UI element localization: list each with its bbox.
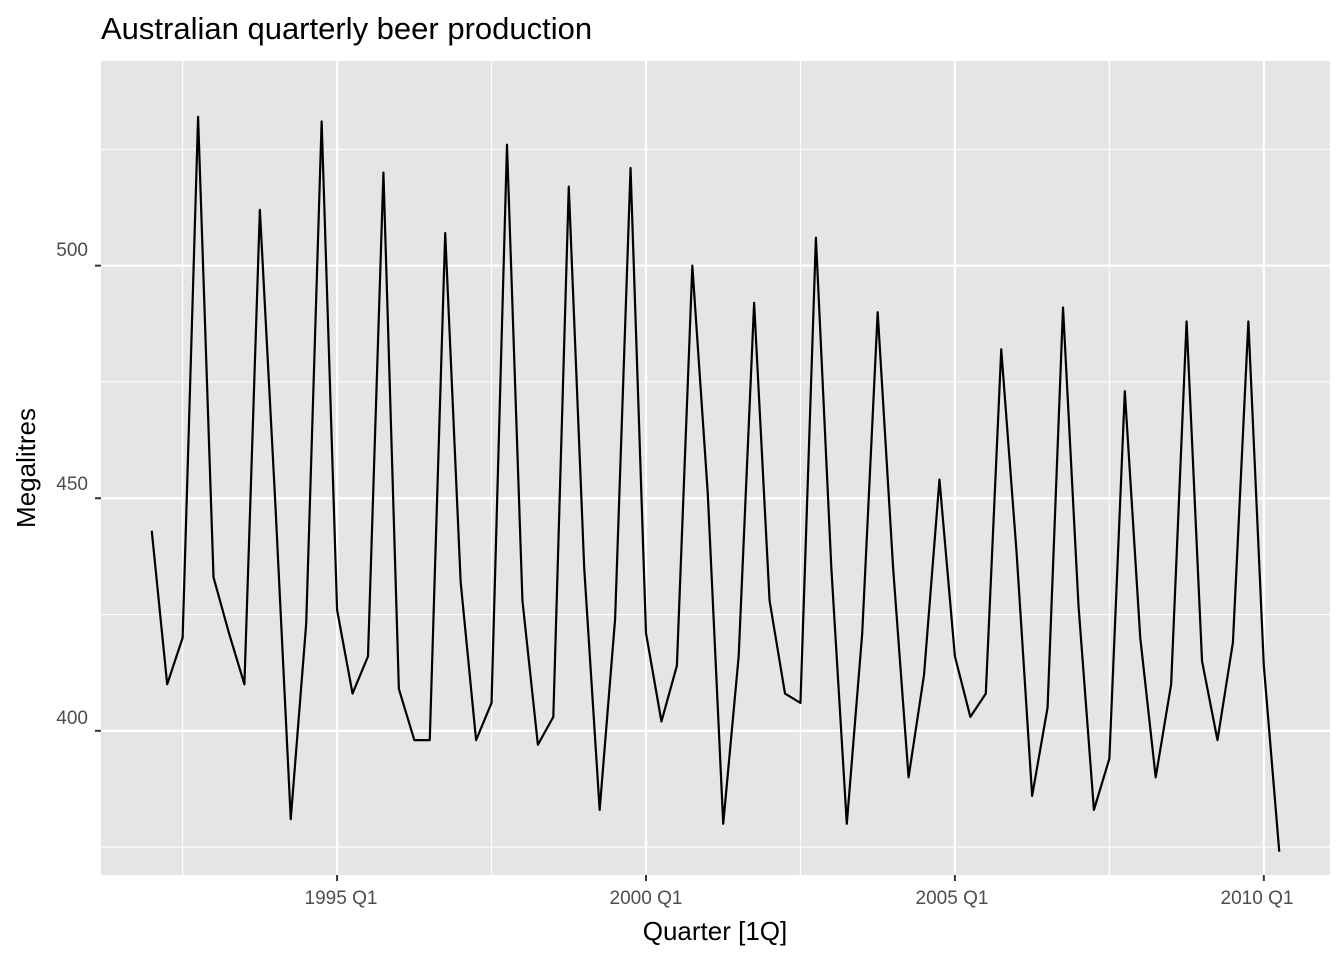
- x-tick-label: 2000 Q1: [610, 888, 683, 909]
- x-tick-label: 2005 Q1: [916, 888, 989, 909]
- y-axis: 400 450 500: [56, 240, 88, 729]
- x-axis-title: Quarter [1Q]: [643, 916, 788, 946]
- x-axis: 1995 Q1 2000 Q1 2005 Q1 2010 Q1: [305, 888, 1294, 909]
- x-tick-label: 1995 Q1: [305, 888, 378, 909]
- x-tick-label: 2010 Q1: [1221, 888, 1294, 909]
- tick-marks: [95, 264, 1265, 881]
- y-axis-title: Megalitres: [11, 408, 41, 528]
- major-gridlines: [101, 61, 1330, 875]
- chart-title: Australian quarterly beer production: [101, 11, 592, 46]
- y-tick-label: 400: [56, 708, 88, 729]
- series-line: [150, 115, 1281, 852]
- y-tick-label: 500: [56, 240, 88, 261]
- y-tick-label: 450: [56, 474, 88, 495]
- plot-panel: [101, 61, 1330, 875]
